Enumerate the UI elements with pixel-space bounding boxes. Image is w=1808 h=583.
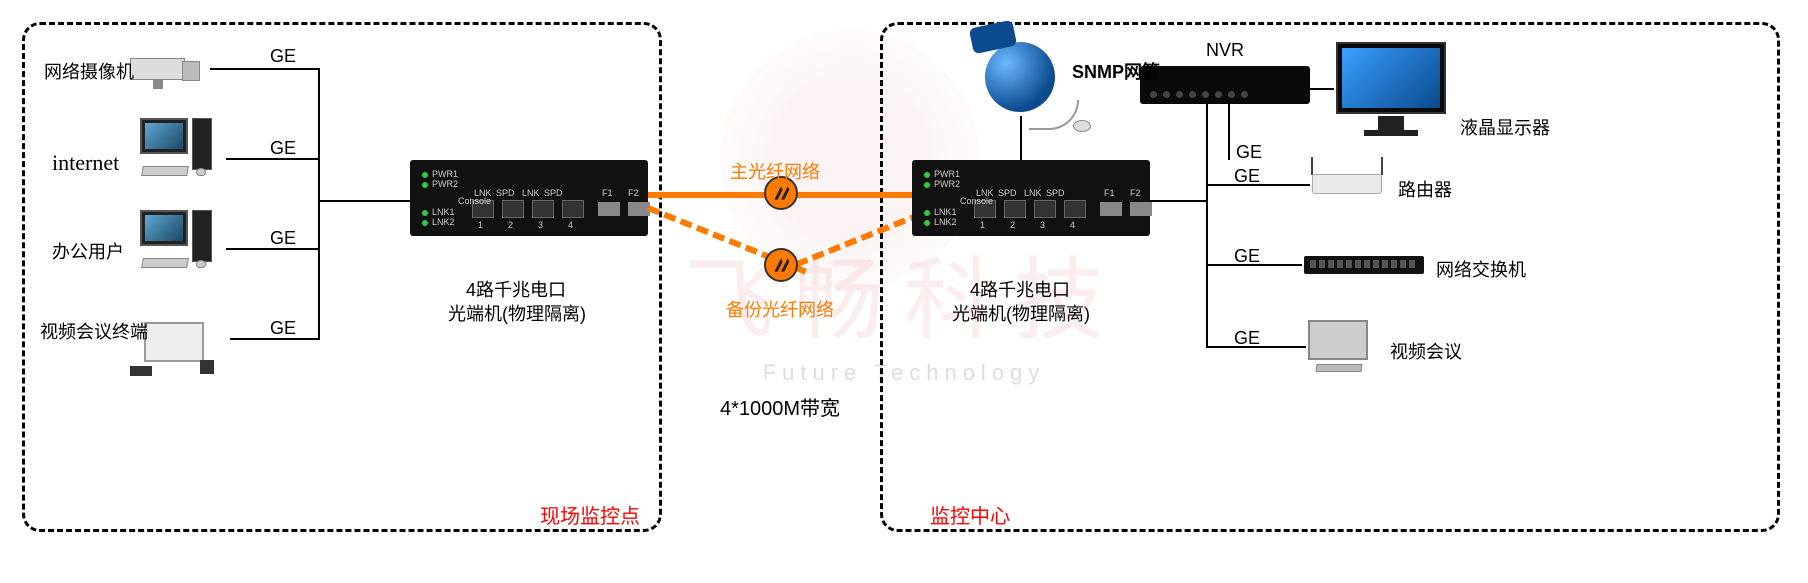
pnum: 4 [1070,220,1075,230]
pc-icon [140,118,215,183]
camera-icon [130,58,185,80]
pnum: 2 [1010,220,1015,230]
pnum: 1 [980,220,985,230]
ge-label-4: GE [270,318,296,339]
lcd-icon [1336,42,1446,132]
optical-switch-left: PWR1 PWR2 LNK1 LNK2 LNK SPD LNK SPD 1 2 … [410,160,648,236]
ge-label-1: GE [270,46,296,67]
switch-left-line2: 光端机(物理隔离) [448,300,586,326]
office-label: 办公用户 [52,238,124,264]
plabel: LNK [522,188,540,198]
vc-label: 视频会议终端 [40,318,148,344]
router-label: 路由器 [1398,176,1452,202]
netswitch-icon [1304,256,1424,274]
vc2-label: 视频会议 [1390,338,1462,364]
f1-label: F1 [602,188,613,198]
wire-bus-right [1206,88,1208,348]
f2-label: F2 [1130,188,1141,198]
fiber-backup-node [764,248,798,282]
device-vc-right [1308,320,1378,375]
globe-icon: SNMP [985,42,1055,112]
wire [1310,88,1334,90]
wire [1150,200,1206,202]
fiber-backup-label: 备份光纤网络 [726,296,834,322]
ge-label-3: GE [270,228,296,249]
device-camera [130,58,185,80]
fiber-main-label: 主光纤网络 [730,158,820,184]
device-netswitch [1304,256,1424,274]
plabel: SPD [1046,188,1065,198]
internet-label: internet [52,150,119,176]
device-router [1312,174,1382,194]
device-office [140,210,215,275]
pc-icon [140,210,215,275]
wire [1020,116,1022,160]
netswitch-label: 网络交换机 [1436,256,1526,282]
snmp-label: SNMP网管 [1072,58,1160,84]
device-nvr [1140,66,1310,104]
plabel: LNK [1024,188,1042,198]
ge-label-nvr: GE [1236,142,1262,163]
wire-bus [318,68,320,340]
camera-label: 网络摄像机 [44,58,134,84]
router-icon [1312,174,1382,194]
ge-label-router: GE [1234,166,1260,187]
f2-label: F2 [628,188,639,198]
pwr2-label: PWR2 [432,179,458,189]
ge-label-vc2: GE [1234,328,1260,349]
pwr1-label: PWR1 [432,169,458,179]
plabel: SPD [544,188,563,198]
switch-left-line1: 4路千兆电口 [466,276,566,302]
f1-label: F1 [1104,188,1115,198]
pnum: 3 [538,220,543,230]
pwr1-label: PWR1 [934,169,960,179]
console-label: Console [458,196,491,206]
switch-right-line1: 4路千兆电口 [970,276,1070,302]
ge-label-switch: GE [1234,246,1260,267]
zone-center-title: 监控中心 [930,500,1010,529]
nvr-label: NVR [1206,40,1244,61]
pnum: 3 [1040,220,1045,230]
optical-switch-right: PWR1 PWR2 LNK1 LNK2 LNK SPD LNK SPD 1 2 … [912,160,1150,236]
device-internet [140,118,215,183]
console-label: Console [960,196,993,206]
plabel: SPD [998,188,1017,198]
pnum: 1 [478,220,483,230]
snmp-badge: SNMP [974,25,1011,46]
zone-site-title: 现场监控点 [540,500,640,529]
plabel: SPD [496,188,515,198]
pwr2-label: PWR2 [934,179,960,189]
vc-icon [1308,320,1378,375]
lnk1-label: LNK1 [934,207,957,217]
bandwidth-label: 4*1000M带宽 [720,392,840,421]
lnk2-label: LNK2 [934,217,957,227]
lnk1-label: LNK1 [432,207,455,217]
device-lcd [1336,42,1446,132]
wire [1228,104,1230,160]
switch-right-line2: 光端机(物理隔离) [952,300,1090,326]
lcd-label: 液晶显示器 [1460,114,1550,140]
lnk2-label: LNK2 [432,217,455,227]
pnum: 4 [568,220,573,230]
pnum: 2 [508,220,513,230]
wire [210,68,318,70]
ge-label-2: GE [270,138,296,159]
device-snmp: SNMP [985,42,1055,112]
wire [318,200,410,202]
nvr-icon [1140,66,1310,104]
